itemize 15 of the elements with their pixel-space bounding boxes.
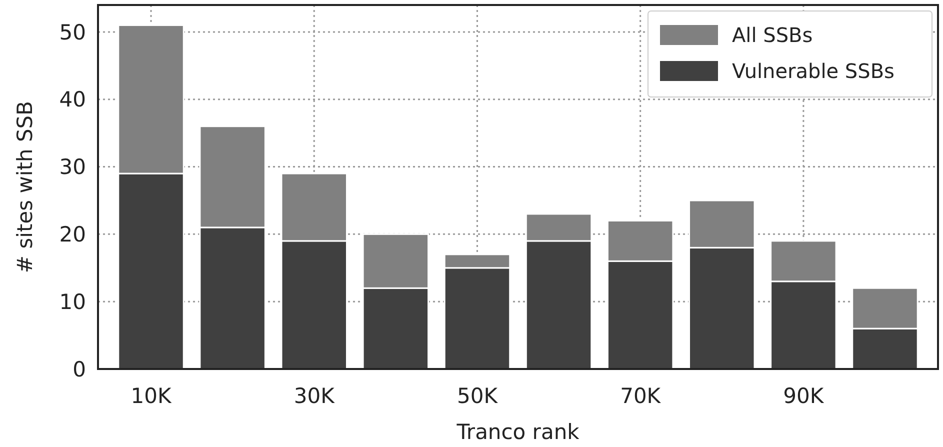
- y-tick-label: 50: [59, 20, 86, 44]
- x-tick-label: 30K: [294, 384, 336, 408]
- y-tick-label: 40: [59, 88, 86, 112]
- y-axis-title: # sites with SSB: [13, 100, 37, 274]
- x-tick-label: 10K: [130, 384, 172, 408]
- y-tick-label: 0: [72, 357, 86, 382]
- x-axis-title: Tranco rank: [456, 420, 580, 444]
- x-tick-label: 90K: [783, 384, 825, 408]
- legend-label: All SSBs: [732, 23, 813, 47]
- y-tick-label: 20: [59, 222, 86, 247]
- legend-label: Vulnerable SSBs: [732, 59, 894, 83]
- x-tick-label: 70K: [620, 384, 662, 408]
- x-tick-label: 50K: [456, 384, 499, 408]
- y-tick-label: 10: [59, 290, 86, 314]
- y-tick-label: 30: [59, 155, 86, 180]
